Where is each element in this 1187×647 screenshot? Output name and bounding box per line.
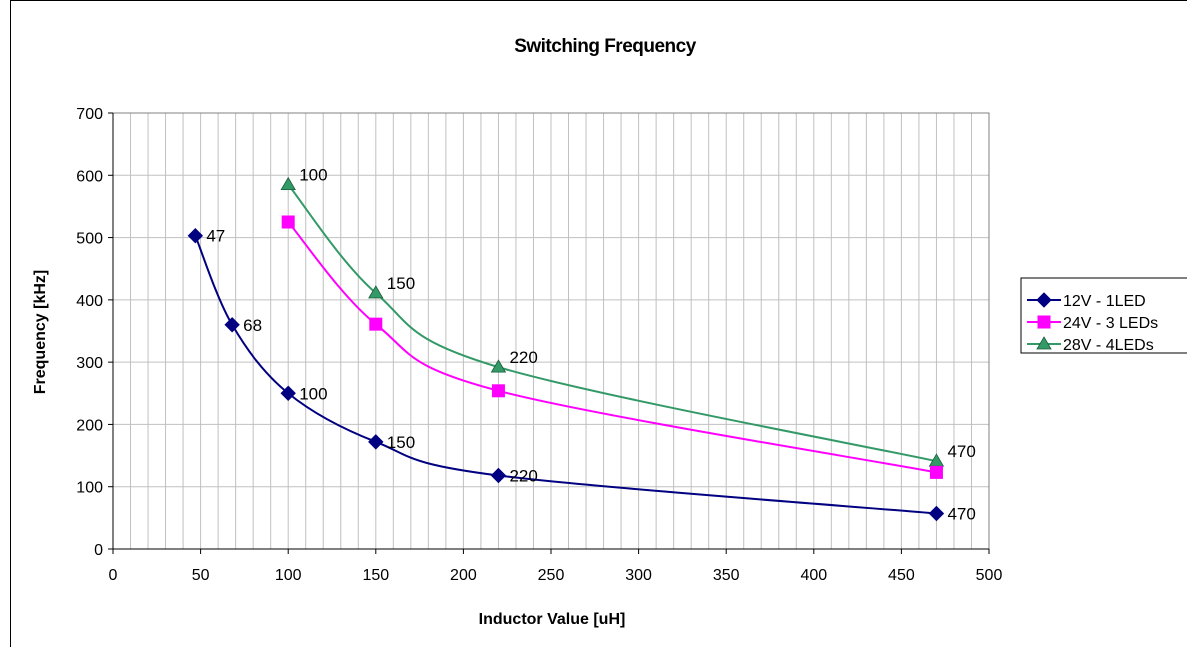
data-point-0 [490, 467, 507, 484]
data-label-2: 100 [299, 166, 327, 185]
legend-label-1: 24V - 3 LEDs [1063, 315, 1158, 332]
data-label-2: 150 [387, 274, 415, 293]
y-tick-label: 0 [94, 542, 103, 559]
data-point-0 [280, 385, 296, 401]
data-point-1 [369, 317, 383, 331]
data-point-1 [491, 384, 505, 398]
x-tick-label: 150 [362, 567, 389, 584]
x-axis-title: Inductor Value [uH] [479, 611, 626, 628]
data-label-0: 100 [299, 384, 327, 403]
data-label-2: 220 [509, 348, 537, 367]
data-point-1 [929, 465, 943, 479]
data-point-0 [224, 317, 240, 333]
series-line-0 [194, 235, 937, 515]
series-2: 100 150 220 470 [280, 166, 976, 467]
x-tick-label: 300 [625, 567, 652, 584]
x-tick-label: 500 [976, 567, 1003, 584]
legend-label-2: 28V - 4LEDs [1063, 337, 1154, 354]
x-tick-label: 0 [109, 567, 118, 584]
data-point-0 [928, 505, 945, 522]
legend-label-0: 12V - 1LED [1063, 293, 1146, 310]
x-tick-label: 250 [538, 567, 565, 584]
legend-marker-2 [1036, 336, 1052, 350]
y-tick-label: 200 [76, 417, 103, 434]
series-1 [281, 215, 943, 479]
y-tick-label: 400 [76, 293, 103, 310]
chart-title: Switching Frequency [514, 36, 697, 57]
y-tick-label: 100 [76, 480, 103, 497]
series-line-2 [287, 184, 937, 463]
y-tick-label: 600 [76, 168, 103, 185]
x-tick-label: 50 [192, 567, 210, 584]
data-point-0 [187, 227, 204, 244]
x-tick-label: 450 [888, 567, 915, 584]
grid [113, 113, 989, 549]
x-tick-label: 200 [450, 567, 477, 584]
data-point-2 [368, 285, 384, 299]
y-tick-label: 700 [76, 106, 103, 123]
series-0: 47 68 100 150 220 470 [187, 227, 976, 523]
y-axis-title: Frequency [kHz] [32, 270, 49, 394]
data-label-0: 47 [206, 227, 225, 246]
y-tick-label: 300 [76, 355, 103, 372]
data-label-0: 68 [243, 316, 262, 335]
data-point-0 [368, 434, 384, 450]
axes: 0 50 100 150 200 250 300 350 400 450 500 0 100 200 300… [76, 106, 1002, 584]
data-point-2 [280, 176, 296, 191]
legend: 12V - 1LED 24V - 3 LEDs 28V - 4LEDs [1020, 277, 1187, 354]
legend-marker-1 [1037, 315, 1051, 329]
data-label-0: 220 [509, 467, 537, 486]
x-tick-label: 400 [800, 567, 827, 584]
legend-marker-0 [1036, 292, 1052, 308]
data-label-0: 150 [387, 433, 415, 452]
data-point-2 [490, 359, 507, 373]
series-layer: 100 150 220 470 47 68 100 150 220 470 [187, 166, 976, 523]
chart-frame [10, 0, 1187, 647]
x-tick-label: 350 [713, 567, 740, 584]
data-point-1 [281, 215, 295, 229]
series-line-1 [287, 221, 937, 474]
y-tick-label: 500 [76, 231, 103, 248]
x-tick-label: 100 [275, 567, 302, 584]
data-label-2: 470 [947, 442, 975, 461]
data-label-0: 470 [947, 504, 975, 523]
